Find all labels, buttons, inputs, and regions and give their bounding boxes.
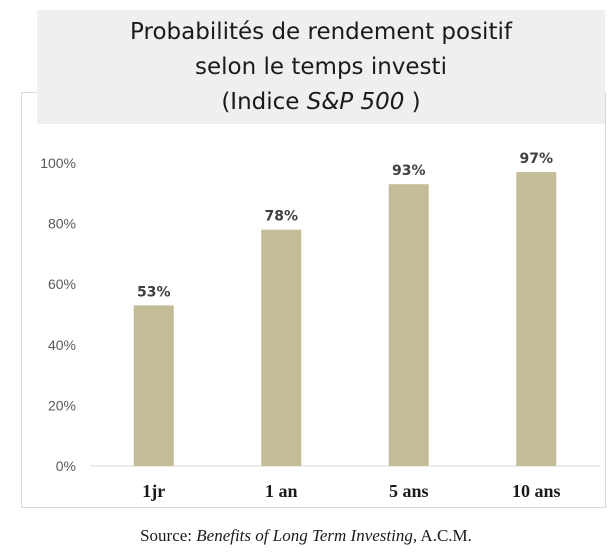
chart-title: Probabilités de rendement positif selon … xyxy=(37,10,605,124)
y-tick-label: 100% xyxy=(40,155,76,171)
y-tick-label: 80% xyxy=(48,216,76,232)
source-title: Benefits of Long Term Investing, xyxy=(196,526,418,545)
data-label: 93% xyxy=(392,163,426,179)
y-tick-label: 60% xyxy=(48,276,76,292)
title-line-3-prefix: (Indice xyxy=(221,88,307,115)
source-prefix: Source: xyxy=(140,526,197,545)
bar xyxy=(516,172,557,466)
title-line-3-index: S&P 500 xyxy=(306,88,405,115)
bar xyxy=(388,184,429,466)
bar xyxy=(133,305,174,466)
y-tick-label: 40% xyxy=(48,337,76,353)
title-line-3-suffix: ) xyxy=(404,88,421,115)
source-note: Source: Benefits of Long Term Investing,… xyxy=(0,526,612,546)
title-line-3: (Indice S&P 500 ) xyxy=(221,85,420,120)
chart-frame xyxy=(21,92,606,508)
y-tick-label: 0% xyxy=(56,458,76,474)
bar xyxy=(261,229,302,466)
title-line-1: Probabilités de rendement positif xyxy=(130,18,512,45)
x-tick-label: 1 an xyxy=(265,481,298,501)
x-tick-label: 5 ans xyxy=(389,481,429,501)
x-tick-label: 10 ans xyxy=(512,481,561,501)
data-label: 97% xyxy=(519,151,553,167)
y-tick-label: 20% xyxy=(48,397,76,413)
source-suffix: A.C.M. xyxy=(417,526,472,545)
data-label: 53% xyxy=(137,284,171,300)
data-label: 78% xyxy=(264,209,298,225)
x-tick-label: 1jr xyxy=(142,481,165,501)
title-line-2: selon le temps investi xyxy=(195,53,447,80)
